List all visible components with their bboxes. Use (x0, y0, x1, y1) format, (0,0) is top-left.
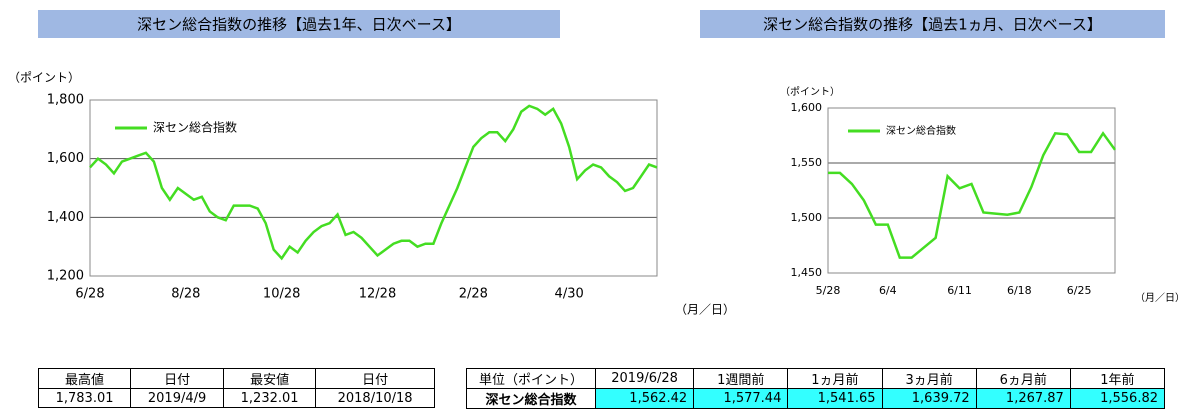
data-cell: 1,577.44 (693, 388, 789, 409)
header-row: 最高値 日付 最安値 日付 (37, 368, 435, 389)
y-tick-label: 1,600 (47, 151, 84, 166)
y-tick-label: 1,550 (791, 156, 823, 169)
data-cell: 1,562.42 (594, 388, 695, 409)
data-cell: 深セン総合指数 (466, 388, 596, 409)
header-cell: 3ヵ月前 (881, 368, 977, 389)
change-table: 単位（ポイント） 2019/6/28 1週間前 1ヵ月前 3ヵ月前 6ヵ月前 1年前 深セン総… (466, 368, 1166, 409)
header-cell: 日付 (315, 368, 435, 389)
title-bar (700, 10, 1165, 38)
header-cell: 最安値 (223, 368, 317, 389)
header-cell: 1週間前 (693, 368, 789, 389)
header-cell: 1ヵ月前 (787, 368, 883, 389)
data-cell: 2018/10/18 (315, 388, 435, 408)
data-cell: 1,783.01 (37, 388, 132, 408)
legend-label: 深セン総合指数 (153, 120, 237, 135)
data-cell: 2019/4/9 (130, 388, 225, 408)
x-axis-label: （月／日） (675, 303, 735, 317)
chart-title: 深セン総合指数の推移【過去1ヵ月、日次ベース】 (763, 16, 1102, 34)
summary-table: 最高値 日付 最安値 日付 1,783.01 2019/4/9 1,232.01 2018/1… (37, 368, 435, 408)
y-tick-label: 1,500 (791, 211, 823, 224)
header-cell: 最高値 (37, 368, 132, 389)
y-tick-label: 1,200 (47, 269, 84, 284)
x-tick-label: 6/11 (947, 284, 972, 297)
x-tick-label: 6/18 (1007, 284, 1032, 297)
y-axis-label: （ポイント） (8, 71, 80, 85)
title-bar (38, 10, 560, 38)
header-cell: 6ヵ月前 (975, 368, 1071, 389)
data-row: 深セン総合指数 1,562.42 1,577.44 1,541.65 1,639.72 1… (466, 388, 1166, 409)
x-axis-label: （月／日） (1135, 292, 1185, 304)
data-cell: 1,541.65 (787, 388, 883, 409)
legend-label: 深セン総合指数 (886, 124, 956, 137)
x-tick-label: 6/28 (75, 287, 104, 302)
x-tick-label: 10/28 (263, 287, 300, 302)
data-cell: 1,639.72 (881, 388, 977, 409)
y-tick-label: 1,600 (791, 101, 823, 114)
header-cell: 1年前 (1069, 368, 1166, 389)
y-tick-label: 1,800 (47, 93, 84, 108)
plot-frame (89, 99, 658, 277)
x-tick-label: 4/30 (555, 287, 584, 302)
x-tick-label: 6/25 (1067, 284, 1092, 297)
data-row: 1,783.01 2019/4/9 1,232.01 2018/10/18 (37, 388, 435, 408)
data-line (89, 104, 658, 261)
data-cell: 1,232.01 (223, 388, 317, 408)
header-cell: 日付 (130, 368, 225, 389)
header-cell: 2019/6/28 (594, 368, 695, 389)
y-axis-label: （ポイント） (780, 86, 840, 98)
plot-frame (827, 107, 1116, 274)
y-tick-label: 1,450 (791, 266, 823, 279)
x-tick-label: 2/28 (459, 287, 488, 302)
x-tick-label: 6/4 (879, 284, 897, 297)
data-cell: 1,556.82 (1069, 388, 1166, 409)
x-tick-label: 5/28 (816, 284, 841, 297)
data-line (828, 131, 1117, 259)
x-tick-label: 8/28 (171, 287, 200, 302)
chart-title: 深セン総合指数の推移【過去1年、日次ベース】 (137, 16, 461, 34)
data-cell: 1,267.87 (975, 388, 1071, 409)
y-tick-label: 1,400 (47, 210, 84, 225)
header-cell: 単位（ポイント） (466, 368, 596, 389)
header-row: 単位（ポイント） 2019/6/28 1週間前 1ヵ月前 3ヵ月前 6ヵ月前 1年前 (466, 368, 1166, 389)
x-tick-label: 12/28 (359, 287, 396, 302)
